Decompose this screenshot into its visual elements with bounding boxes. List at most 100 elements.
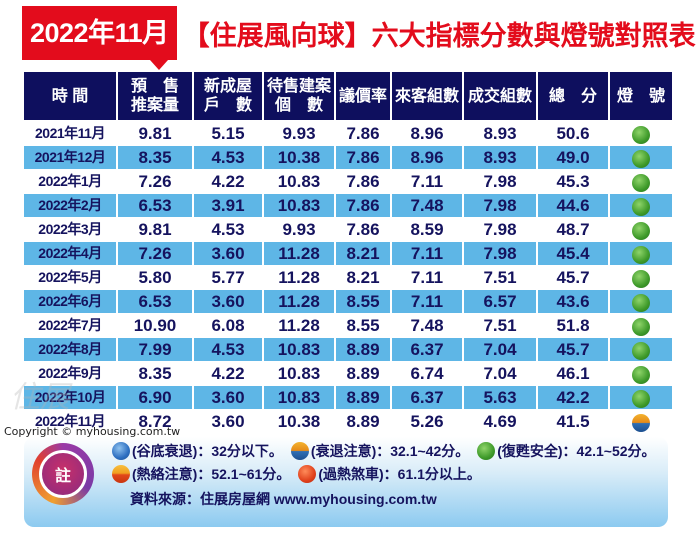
blue-light-icon: [112, 442, 130, 460]
cell-total: 45.4: [538, 241, 608, 266]
cell-deals: 7.98: [483, 172, 517, 191]
cell-light: [610, 193, 672, 218]
cell-presale: 8.35: [138, 364, 172, 383]
cell-deals: 7.51: [483, 316, 517, 335]
cell-deals: 6.57: [464, 289, 536, 314]
cell-visitors: 7.11: [410, 172, 444, 191]
title-main: 【住展風向球】六大指標分數與燈號對照表: [182, 20, 696, 51]
cell-presale: 9.81: [138, 220, 172, 239]
green-light-icon: [632, 221, 650, 240]
cell-deals: 4.69: [483, 412, 517, 431]
cell-total: 51.8: [556, 316, 590, 335]
cell-presale: 9.81: [138, 124, 172, 143]
green-light-icon: [632, 341, 650, 360]
cell-new-units: 3.91: [194, 193, 262, 218]
legend-line-2: (熱絡注意)：52.1~61分。 (過熱煞車)：61.1分以上。: [108, 464, 481, 484]
cell-deals: 7.04: [464, 337, 536, 362]
cell-unsold-projects: 11.28: [264, 289, 334, 314]
legend-label: (谷底衰退)：32分以下。: [132, 443, 283, 459]
cell-new-units: 3.60: [194, 289, 262, 314]
table-row: 2022年7月 10.90 6.08 11.28 8.55 7.48 7.51 51.8: [24, 314, 672, 337]
note-badge: 註: [32, 443, 94, 505]
cell-date: 2022年3月: [38, 221, 102, 237]
cell-visitors: 8.96: [392, 145, 462, 170]
table-row: 2022年10月 6.90 3.60 10.83 8.89 6.37 5.63 42.2: [24, 385, 672, 410]
table-row: 2022年2月 6.53 3.91 10.83 7.86 7.48 7.98 44.6: [24, 193, 672, 218]
cell-deals: 7.98: [483, 220, 517, 239]
cell-deals: 7.98: [464, 241, 536, 266]
cell-bargain-rate: 8.55: [336, 289, 390, 314]
cell-bargain-rate: 8.89: [336, 385, 390, 410]
note-badge-label: 註: [39, 450, 87, 498]
header-presale: 預 售推案量: [118, 72, 192, 122]
header-light: 燈 號: [610, 72, 672, 122]
cell-total: 44.6: [538, 193, 608, 218]
cell-new-units: 4.53: [194, 337, 262, 362]
title-bar: 2022年11月 【住展風向球】六大指標分數與燈號對照表: [22, 6, 696, 70]
table-row: 2022年9月 8.35 4.22 10.83 8.89 6.74 7.04 46.1: [24, 362, 672, 385]
red-light-icon: [298, 465, 317, 483]
cell-total: 50.6: [556, 124, 590, 143]
green-light-icon: [632, 293, 650, 312]
cell-presale: 6.90: [118, 385, 192, 410]
cell-visitors: 6.37: [392, 337, 462, 362]
cell-date: 2022年1月: [38, 173, 102, 189]
cell-total: 49.0: [538, 145, 608, 170]
cell-light: [610, 337, 672, 362]
yellow-blue-light-icon: [632, 413, 650, 432]
cell-bargain-rate: 7.86: [336, 145, 390, 170]
cell-bargain-rate: 7.86: [346, 124, 380, 143]
cell-bargain-rate: 7.86: [336, 193, 390, 218]
data-source: 資料來源：住展房屋網 www.myhousing.com.tw: [130, 491, 437, 507]
cell-visitors: 7.48: [392, 193, 462, 218]
green-light-icon: [632, 125, 650, 144]
table-row: 2022年1月 7.26 4.22 10.83 7.86 7.11 7.98 45.3: [24, 170, 672, 193]
cell-deals: 7.98: [464, 193, 536, 218]
header-time: 時 間: [24, 72, 116, 122]
cell-presale: 6.53: [118, 193, 192, 218]
cell-unsold-projects: 10.83: [277, 172, 321, 191]
green-light-icon: [477, 442, 496, 460]
cell-date: 2022年8月: [24, 337, 116, 362]
table-row: 2022年4月 7.26 3.60 11.28 8.21 7.11 7.98 45.4: [24, 241, 672, 266]
header-new-units: 新成屋戶 數: [194, 72, 262, 122]
cell-presale: 10.90: [133, 316, 177, 335]
cell-unsold-projects: 10.83: [277, 364, 321, 383]
cell-deals: 8.93: [483, 124, 517, 143]
cell-visitors: 7.11: [392, 241, 462, 266]
green-light-icon: [632, 365, 650, 384]
cell-bargain-rate: 8.21: [336, 241, 390, 266]
cell-new-units: 3.60: [194, 241, 262, 266]
legend-label: (衰退注意)：32.1~42分。: [310, 443, 470, 459]
cell-unsold-projects: 10.38: [264, 145, 334, 170]
cell-new-units: 4.53: [194, 145, 262, 170]
cell-light: [610, 266, 672, 289]
cell-total: 43.6: [538, 289, 608, 314]
cell-light: [610, 314, 672, 337]
header-total: 總 分: [538, 72, 608, 122]
orange-light-icon: [112, 465, 130, 483]
cell-presale: 8.35: [118, 145, 192, 170]
cell-total: 46.1: [556, 364, 590, 383]
table-row: 2022年11月 8.72 3.60 10.38 8.89 5.26 4.69 41.5: [24, 410, 672, 433]
table-row: 2021年11月 9.81 5.15 9.93 7.86 8.96 8.93 50.6: [24, 122, 672, 145]
cell-presale: 7.26: [118, 241, 192, 266]
header-deals: 成交組數: [464, 72, 536, 122]
cell-light: [610, 241, 672, 266]
legend-label: (熱絡注意)：52.1~61分。: [132, 466, 291, 482]
cell-new-units: 4.53: [211, 220, 245, 239]
cell-total: 41.5: [556, 412, 590, 431]
green-light-icon: [632, 245, 650, 264]
cell-unsold-projects: 9.93: [282, 124, 316, 143]
table-row: 2021年12月 8.35 4.53 10.38 7.86 8.96 8.93 49.0: [24, 145, 672, 170]
cell-visitors: 8.96: [410, 124, 444, 143]
cell-presale: 6.53: [118, 289, 192, 314]
legend-label: (復甦安全)：42.1~52分。: [497, 443, 656, 459]
cell-unsold-projects: 10.83: [264, 337, 334, 362]
cell-unsold-projects: 11.28: [278, 268, 320, 287]
cell-light: [610, 218, 672, 241]
header-visitors: 來客組數: [392, 72, 462, 122]
notes-panel: 註 (谷底衰退)：32分以下。 (衰退注意)：32.1~42分。 (復甦安全)：…: [24, 437, 668, 527]
table-row: 2022年5月 5.80 5.77 11.28 8.21 7.11 7.51 45.7: [24, 266, 672, 289]
table-row: 2022年8月 7.99 4.53 10.83 8.89 6.37 7.04 45.7: [24, 337, 672, 362]
